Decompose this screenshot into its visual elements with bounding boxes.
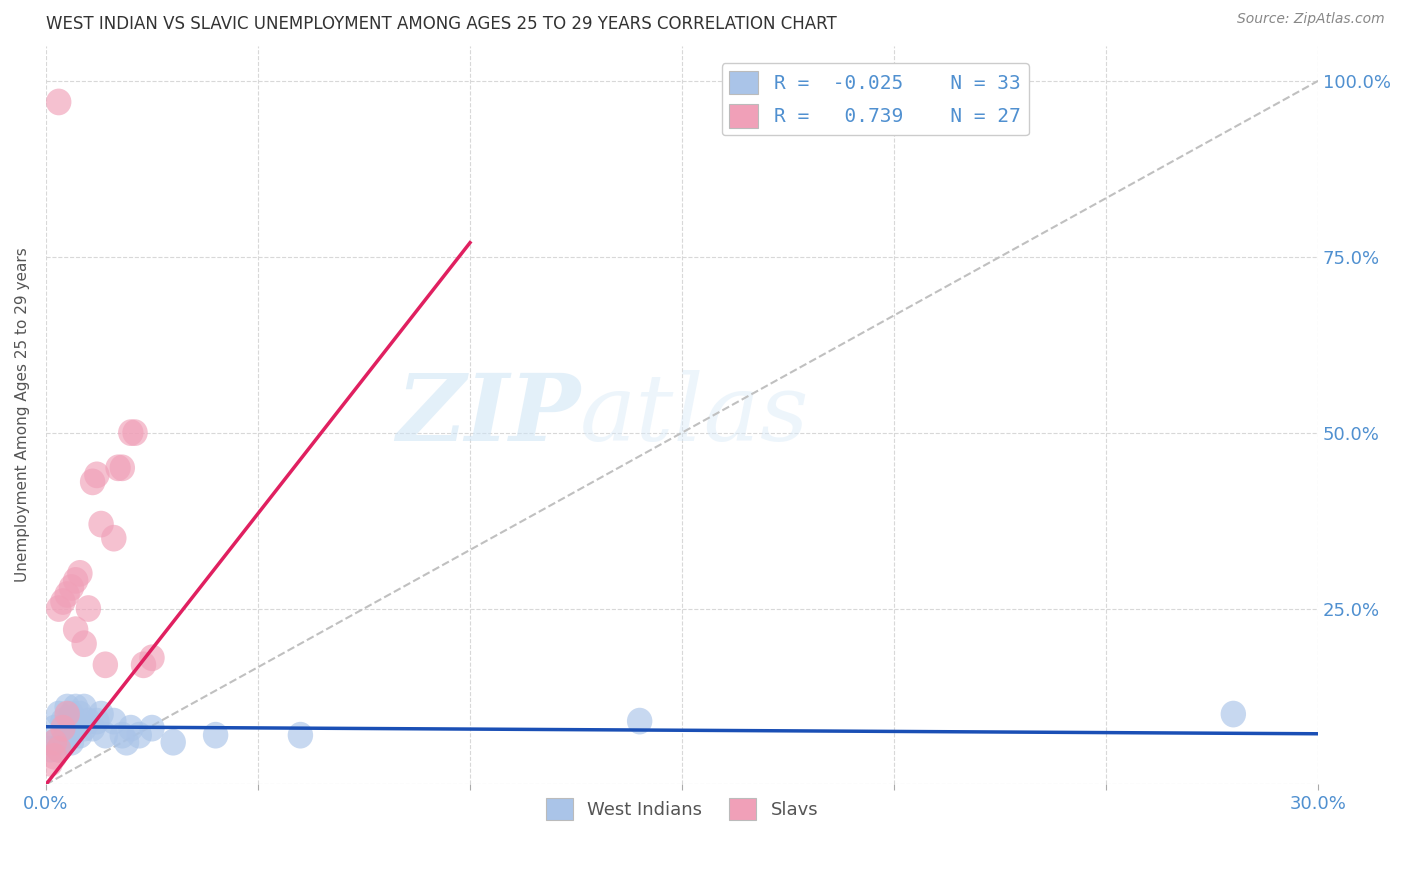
Ellipse shape	[51, 714, 76, 741]
Ellipse shape	[55, 694, 80, 721]
Ellipse shape	[72, 714, 97, 741]
Ellipse shape	[63, 694, 89, 721]
Ellipse shape	[105, 454, 131, 481]
Legend: West Indians, Slavs: West Indians, Slavs	[538, 790, 825, 827]
Ellipse shape	[72, 631, 97, 657]
Ellipse shape	[51, 588, 76, 615]
Ellipse shape	[1220, 701, 1246, 728]
Ellipse shape	[84, 707, 110, 734]
Text: ZIP: ZIP	[396, 370, 581, 460]
Ellipse shape	[89, 511, 114, 538]
Ellipse shape	[63, 567, 89, 594]
Ellipse shape	[89, 701, 114, 728]
Ellipse shape	[160, 729, 186, 756]
Ellipse shape	[42, 729, 67, 756]
Ellipse shape	[122, 419, 148, 446]
Ellipse shape	[72, 694, 97, 721]
Ellipse shape	[131, 651, 156, 678]
Y-axis label: Unemployment Among Ages 25 to 29 years: Unemployment Among Ages 25 to 29 years	[15, 248, 30, 582]
Text: WEST INDIAN VS SLAVIC UNEMPLOYMENT AMONG AGES 25 TO 29 YEARS CORRELATION CHART: WEST INDIAN VS SLAVIC UNEMPLOYMENT AMONG…	[46, 15, 837, 33]
Ellipse shape	[63, 616, 89, 643]
Ellipse shape	[127, 722, 152, 748]
Ellipse shape	[55, 722, 80, 748]
Text: Source: ZipAtlas.com: Source: ZipAtlas.com	[1237, 12, 1385, 26]
Ellipse shape	[46, 736, 72, 763]
Ellipse shape	[46, 88, 72, 115]
Ellipse shape	[139, 644, 165, 671]
Ellipse shape	[42, 743, 67, 770]
Ellipse shape	[101, 524, 127, 551]
Ellipse shape	[38, 736, 63, 763]
Ellipse shape	[627, 707, 652, 734]
Ellipse shape	[42, 729, 67, 756]
Ellipse shape	[55, 581, 80, 607]
Ellipse shape	[38, 750, 63, 777]
Ellipse shape	[76, 707, 101, 734]
Ellipse shape	[93, 651, 118, 678]
Ellipse shape	[59, 729, 84, 756]
Text: atlas: atlas	[581, 370, 810, 460]
Ellipse shape	[84, 461, 110, 488]
Ellipse shape	[118, 714, 143, 741]
Ellipse shape	[110, 722, 135, 748]
Ellipse shape	[114, 729, 139, 756]
Ellipse shape	[46, 701, 72, 728]
Ellipse shape	[67, 560, 93, 587]
Ellipse shape	[51, 707, 76, 734]
Ellipse shape	[76, 595, 101, 622]
Ellipse shape	[139, 714, 165, 741]
Ellipse shape	[51, 729, 76, 756]
Ellipse shape	[59, 701, 84, 728]
Ellipse shape	[42, 714, 67, 741]
Ellipse shape	[46, 736, 72, 763]
Ellipse shape	[110, 454, 135, 481]
Ellipse shape	[59, 574, 84, 601]
Ellipse shape	[288, 722, 314, 748]
Ellipse shape	[46, 595, 72, 622]
Ellipse shape	[202, 722, 228, 748]
Ellipse shape	[80, 468, 105, 495]
Ellipse shape	[93, 722, 118, 748]
Ellipse shape	[67, 701, 93, 728]
Ellipse shape	[101, 707, 127, 734]
Ellipse shape	[63, 714, 89, 741]
Ellipse shape	[67, 722, 93, 748]
Ellipse shape	[80, 714, 105, 741]
Ellipse shape	[55, 701, 80, 728]
Ellipse shape	[118, 419, 143, 446]
